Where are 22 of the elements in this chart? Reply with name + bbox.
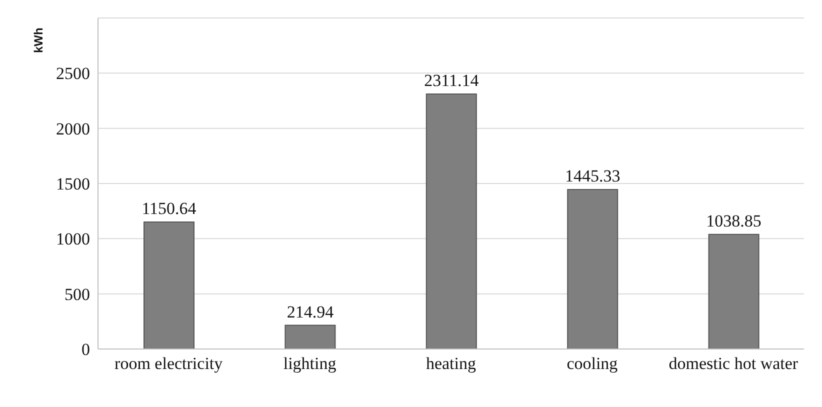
y-tick-label: 2500: [56, 64, 90, 84]
y-tick-label: 0: [82, 340, 90, 360]
x-tick-label: cooling: [566, 354, 618, 374]
y-tick-label: 1500: [56, 174, 90, 194]
y-axis-title: kWh: [32, 28, 46, 53]
data-label: 1150.64: [142, 199, 197, 218]
bar: [567, 189, 618, 349]
data-label: 1445.33: [564, 166, 620, 186]
y-tick-label: 2000: [56, 119, 90, 138]
bar: [144, 222, 194, 349]
bar: [284, 324, 336, 349]
x-tick-label: heating: [426, 354, 477, 374]
data-label: 1038.85: [706, 211, 762, 230]
y-tick-label: 1000: [56, 230, 90, 249]
y-tick-label: 500: [64, 284, 90, 304]
x-tick-label: lighting: [283, 354, 337, 374]
bar: [708, 234, 760, 349]
x-tick-label: room electricity: [114, 354, 224, 374]
bar: [426, 94, 477, 349]
x-tick-label: domestic hot water: [668, 354, 798, 374]
data-label: 2311.14: [424, 71, 480, 90]
data-label: 214.94: [286, 302, 334, 322]
